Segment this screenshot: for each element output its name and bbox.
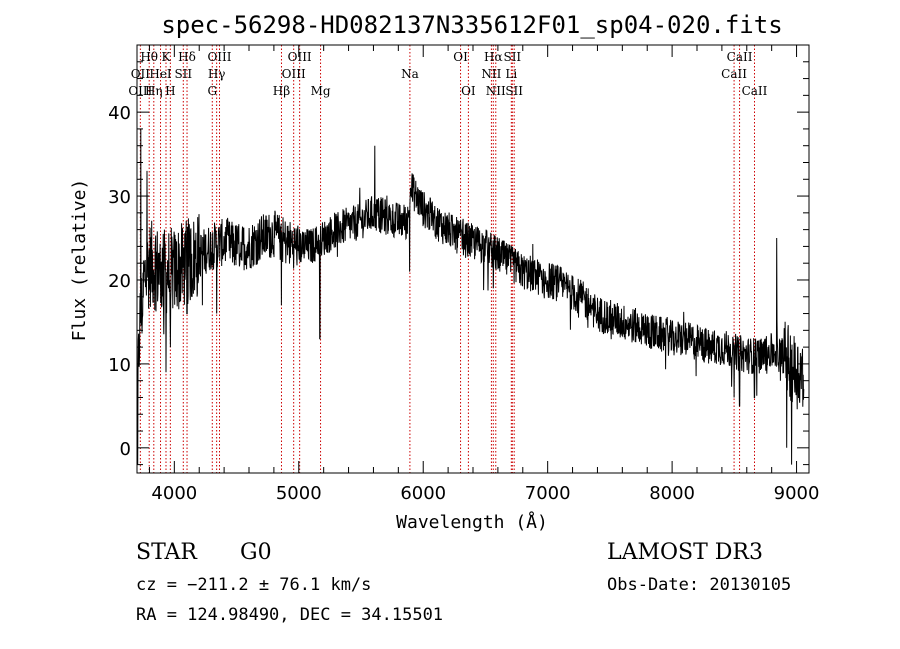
- y-axis-ticks: 0 10 20 30 40: [108, 61, 809, 466]
- redshift-velocity: cz = −211.2 ± 76.1 km/s: [136, 575, 372, 595]
- line-marker-label: OIII: [128, 84, 152, 98]
- chart-title: spec-56298-HD082137N335612F01_sp04-020.f…: [161, 11, 782, 39]
- line-marker-label: OIII: [207, 50, 231, 64]
- x-tick-label: 8000: [649, 483, 695, 504]
- survey-release: LAMOST DR3: [607, 540, 763, 565]
- line-marker-label: NII: [481, 67, 501, 81]
- line-marker-label: SII: [174, 67, 192, 81]
- x-axis-ticks: 4000 5000 6000 7000 8000 9000: [148, 45, 820, 504]
- line-marker-label: HeI: [149, 67, 172, 81]
- line-marker-label: Mg: [311, 84, 331, 98]
- line-marker-label: Hα: [484, 50, 503, 64]
- y-tick-label: 30: [108, 187, 131, 208]
- line-marker-label: G: [207, 84, 217, 98]
- y-tick-label: 20: [108, 271, 131, 292]
- x-tick-label: 4000: [151, 483, 197, 504]
- line-marker-label: NII: [486, 84, 506, 98]
- line-marker-label: CaII: [727, 50, 753, 64]
- y-axis-label: Flux (relative): [69, 179, 90, 342]
- line-marker-label: SII: [503, 50, 521, 64]
- line-marker-label: OI: [453, 50, 468, 64]
- spectrum-line: [136, 128, 805, 465]
- line-marker-label: OI: [461, 84, 476, 98]
- line-marker-label: Hδ: [178, 50, 196, 64]
- y-tick-label: 10: [108, 355, 131, 376]
- line-marker-label: OIII: [288, 50, 312, 64]
- x-tick-label: 9000: [774, 483, 820, 504]
- x-tick-label: 6000: [400, 483, 446, 504]
- observation-date: Obs-Date: 20130105: [607, 575, 792, 595]
- coordinates: RA = 124.98490, DEC = 34.15501: [136, 605, 444, 625]
- line-marker-label: H: [165, 84, 175, 98]
- line-marker-label: Li: [505, 67, 517, 81]
- line-marker-label: CaII: [721, 67, 747, 81]
- line-marker-label: Hη: [145, 84, 163, 98]
- line-marker-label: OIII: [282, 67, 306, 81]
- y-tick-label: 40: [108, 103, 131, 124]
- line-marker-label: OII: [131, 67, 151, 81]
- line-marker-label: SII: [505, 84, 523, 98]
- y-tick-label: 0: [120, 439, 131, 460]
- spectral-subclass: G0: [240, 540, 272, 565]
- x-tick-label: 7000: [525, 483, 571, 504]
- line-marker-label: Na: [401, 67, 419, 81]
- line-marker-label: Hβ: [273, 84, 290, 98]
- x-axis-label: Wavelength (Å): [396, 511, 548, 533]
- plot-frame: [136, 44, 810, 474]
- line-marker-label: Hγ: [208, 67, 226, 81]
- x-tick-label: 5000: [276, 483, 322, 504]
- line-marker-label: Hθ: [140, 50, 158, 64]
- line-marker-label: K: [162, 50, 172, 64]
- object-type: STAR: [136, 540, 197, 565]
- line-marker-label: CaII: [742, 84, 768, 98]
